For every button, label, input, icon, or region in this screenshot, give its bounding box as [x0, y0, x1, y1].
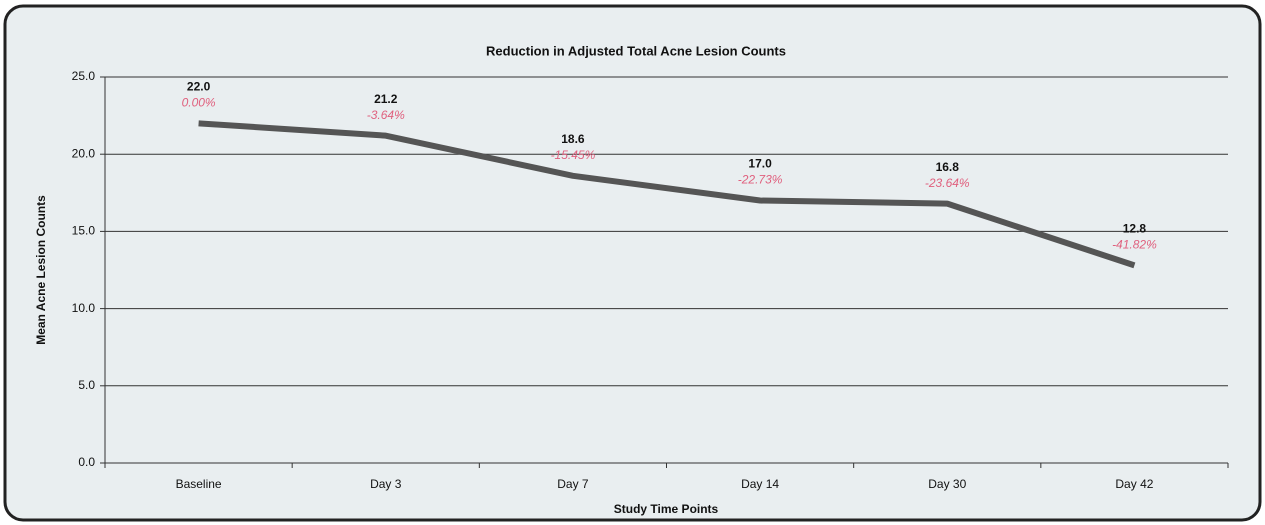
data-label: 17.0 — [748, 157, 772, 171]
x-tick-label: Day 30 — [928, 477, 966, 491]
annotation: -15.45% — [551, 148, 596, 162]
annotation: -41.82% — [1112, 238, 1157, 252]
data-label: 12.8 — [1123, 222, 1147, 236]
x-tick-label: Day 14 — [741, 477, 779, 491]
y-axis-label: Mean Acne Lesion Counts — [34, 195, 48, 345]
frame — [3, 4, 1262, 522]
data-label: 22.0 — [187, 79, 211, 93]
x-tick-label: Day 3 — [370, 477, 402, 491]
annotation: -22.73% — [738, 173, 783, 187]
y-tick-label: 15.0 — [72, 224, 96, 238]
line — [198, 120, 1136, 269]
y-tick-label: 10.0 — [72, 301, 96, 315]
data-label: 21.2 — [374, 92, 398, 106]
data-label: 16.8 — [936, 160, 960, 174]
annotation: 0.00% — [182, 95, 216, 109]
y-tick-label: 5.0 — [78, 378, 95, 392]
x-axis-label: Study Time Points — [614, 502, 719, 516]
chart-title: Reduction in Adjusted Total Acne Lesion … — [486, 43, 786, 58]
y-tick-label: 25.0 — [72, 69, 96, 83]
x-tick-label: Baseline — [176, 477, 222, 491]
data-label: 18.6 — [561, 132, 585, 146]
x-tick-label: Day 42 — [1115, 477, 1153, 491]
x-tick-label: Day 7 — [557, 477, 589, 491]
annotation: -23.64% — [925, 176, 970, 190]
y-tick-label: 20.0 — [72, 146, 96, 160]
y-tick-label: 0.0 — [78, 455, 95, 469]
annotation: -3.64% — [367, 108, 405, 122]
